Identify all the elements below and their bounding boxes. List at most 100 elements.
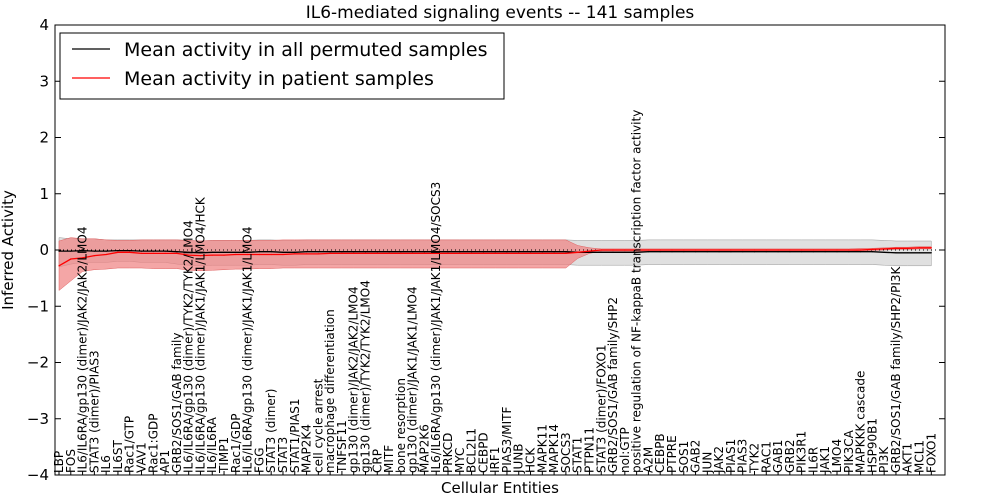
point-patient (812, 249, 815, 251)
point-permuted (459, 251, 461, 253)
point-permuted (883, 251, 885, 253)
point-permuted (223, 251, 225, 253)
x-tick-label: gp130 (dimer)/TYK2/TYK2/LMO4 (359, 280, 373, 473)
point-permuted (258, 251, 260, 253)
point-patient (482, 252, 484, 254)
x-tick-label: MAP2K6 (417, 424, 431, 473)
x-tick-label: JUN (700, 452, 714, 474)
x-tick-label: MAP2K4 (300, 424, 314, 473)
point-permuted (400, 251, 402, 253)
x-tick-label: STAT1 (571, 437, 585, 473)
point-permuted (801, 251, 803, 253)
point-permuted (447, 251, 449, 253)
x-tick-label: A2M (641, 447, 655, 473)
point-permuted (907, 252, 909, 254)
point-patient (824, 249, 826, 251)
y-tick-label: 4 (39, 16, 49, 34)
point-patient (801, 249, 803, 251)
point-permuted (82, 250, 84, 252)
point-patient (895, 247, 897, 249)
point-permuted (93, 250, 95, 252)
point-permuted (423, 251, 425, 253)
x-tick-label: MAPKKK cascade (854, 371, 868, 473)
point-permuted (364, 251, 367, 253)
x-tick-label: STAT3 (dimer)/PIAS3 (87, 350, 101, 473)
point-patient (400, 252, 402, 254)
point-permuted (588, 251, 591, 253)
y-tick-label: 3 (39, 72, 49, 90)
point-permuted (211, 251, 213, 253)
point-patient (695, 249, 697, 251)
point-permuted (176, 251, 178, 253)
point-permuted (683, 251, 685, 253)
point-permuted (129, 250, 131, 252)
point-patient (659, 249, 661, 251)
x-tick-label: CEBPB (653, 433, 667, 473)
point-patient (647, 249, 650, 251)
point-patient (105, 253, 107, 256)
point-permuted (718, 251, 720, 253)
x-tick-label: positive regulation of NF-kappaB transcr… (630, 110, 644, 473)
y-axis: −4 −3 −2 −1 0 1 2 3 4 (27, 16, 945, 484)
point-permuted (282, 251, 284, 253)
point-patient (188, 254, 190, 256)
point-patient (836, 249, 838, 251)
point-patient (435, 252, 437, 254)
x-tick-label: PRKCD (441, 433, 455, 473)
legend: Mean activity in all permuted samples Me… (59, 32, 505, 100)
point-permuted (482, 251, 484, 253)
point-permuted (695, 251, 697, 253)
point-permuted (376, 251, 378, 253)
point-permuted (388, 251, 390, 253)
point-patient (789, 249, 791, 251)
point-patient (317, 253, 319, 255)
point-patient (718, 249, 720, 251)
point-permuted (624, 251, 626, 253)
point-permuted (317, 251, 319, 253)
point-permuted (753, 251, 756, 253)
point-permuted (918, 252, 921, 254)
point-patient (671, 249, 673, 251)
point-permuted (435, 251, 437, 253)
point-patient (612, 249, 614, 251)
x-tick-label: MITF (382, 445, 396, 473)
x-tick-label: MAPK11 (535, 424, 549, 473)
point-permuted (871, 251, 874, 253)
x-tick-label: FGG (252, 448, 266, 474)
y-tick-label: 0 (39, 241, 49, 259)
point-permuted (199, 252, 202, 254)
legend-label-patient: Mean activity in patient samples (124, 68, 434, 90)
point-patient (423, 252, 425, 254)
point-patient (871, 248, 874, 250)
x-axis-title: Cellular Entities (441, 479, 559, 497)
x-tick-label: STAT3 (dimer) (264, 389, 278, 473)
point-patient (777, 249, 779, 251)
x-tick-label: PIK3R1 (795, 431, 809, 473)
x-tick-label: JAK1 (818, 446, 832, 474)
x-tick-label: IL6/IL6RA/gp130 (dimer)/JAK2/JAK2/LMO4 (76, 227, 90, 473)
x-tick-label: PIAS3 (736, 439, 750, 473)
point-permuted (895, 252, 897, 254)
point-patient (282, 253, 284, 256)
y-tick-label: −4 (27, 466, 49, 484)
point-patient (447, 252, 449, 254)
point-patient (140, 252, 143, 254)
legend-label-permuted: Mean activity in all permuted samples (124, 39, 487, 61)
point-patient (742, 249, 744, 251)
point-permuted (706, 251, 708, 253)
point-patient (918, 247, 921, 249)
x-tick-label: PTPRE (665, 435, 679, 473)
point-patient (376, 252, 378, 254)
point-permuted (848, 251, 850, 253)
point-patient (624, 249, 626, 251)
x-tick-label: bone resorption (394, 378, 408, 473)
point-permuted (647, 251, 650, 253)
point-patient (305, 253, 308, 255)
point-patient (459, 252, 461, 254)
x-tick-label: JUNB (512, 443, 526, 474)
y-tick-label: −1 (27, 297, 49, 315)
point-permuted (506, 251, 508, 253)
x-tick-label: PTPN11 (583, 427, 597, 473)
point-permuted (541, 251, 543, 253)
